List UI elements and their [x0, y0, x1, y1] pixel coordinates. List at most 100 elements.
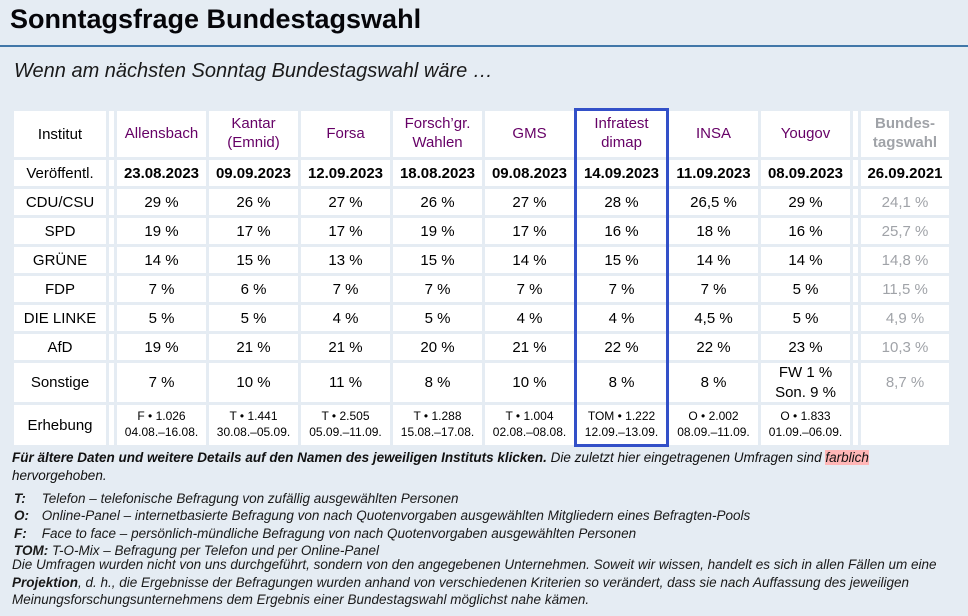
row-label-sonstige: Sonstige — [14, 363, 106, 402]
values-cell: 4 % — [301, 305, 390, 331]
legend-term: F: — [14, 525, 27, 541]
spacer-cell — [853, 334, 858, 360]
poll-question-subtitle: Wenn am nächsten Sonntag Bundestagswahl … — [14, 60, 493, 82]
spacer-cell — [109, 305, 114, 331]
btw-values-cell: 24,1 % — [861, 189, 949, 215]
values-cell: 22 % — [577, 334, 666, 360]
table-row-erhebung: Erhebung F • 1.026 04.08.–16.08. T • 1.441 3… — [14, 405, 949, 445]
row-label-spd: SPD — [14, 218, 106, 244]
spacer-cell — [853, 363, 858, 402]
values-cell: 16 % — [577, 218, 666, 244]
spacer-cell — [853, 405, 858, 445]
dates-cell: 12.09.2023 — [301, 160, 390, 186]
values-cell: 28 % — [577, 189, 666, 215]
footnote-highlight-word: farblich — [825, 450, 869, 465]
btw-values-cell: 11,5 % — [861, 276, 949, 302]
values-cell: 4 % — [577, 305, 666, 331]
values-cell: 27 % — [485, 189, 574, 215]
page-title: Sonntagsfrage Bundestagswahl — [10, 4, 422, 34]
values-cell: 21 % — [301, 334, 390, 360]
column-header-insa: INSA — [669, 111, 758, 157]
values-cell: FW 1 % Son. 9 % — [761, 363, 850, 402]
column-header-bundestagswahl: Bundes- tagswahl — [861, 111, 949, 157]
institute-link-forsa[interactable]: Forsa — [326, 124, 365, 142]
values-cell: 7 % — [301, 276, 390, 302]
erhebung-cell: O • 1.833 01.09.–06.09. — [761, 405, 850, 445]
values-cell: 19 % — [117, 218, 206, 244]
row-label-die-linke: DIE LINKE — [14, 305, 106, 331]
column-header-fgw: Forsch’gr. Wahlen — [393, 111, 482, 157]
institute-link-gms[interactable]: GMS — [512, 124, 547, 142]
values-cell: 21 % — [485, 334, 574, 360]
row-label-veroeffentl: Veröffentl. — [14, 160, 106, 186]
institute-link-kantar[interactable]: Kantar (Emnid) — [227, 115, 280, 151]
values-cell: 17 % — [301, 218, 390, 244]
btw-values-cell: 4,9 % — [861, 305, 949, 331]
table-row-die-linke: DIE LINKE 5 % 5 % 4 % 5 % 4 % 4 % 4,5 % 5 % 4,9 % — [14, 305, 949, 331]
erhebung-cell: T • 1.441 30.08.–05.09. — [209, 405, 298, 445]
values-cell: 17 % — [485, 218, 574, 244]
btw-dates-cell: 26.09.2021 — [861, 160, 949, 186]
institute-link-infratest[interactable]: Infratest dimap — [594, 115, 649, 151]
spacer-cell — [853, 111, 858, 157]
column-header-infratest: Infratest dimap — [577, 111, 666, 157]
erhebung-cell: T • 1.004 02.08.–08.08. — [485, 405, 574, 445]
table-row-cdu-csu: CDU/CSU 29 % 26 % 27 % 26 % 27 % 28 % 26,5 % 29 … — [14, 189, 949, 215]
footnote-bold-text: Für ältere Daten und weitere Details auf… — [12, 450, 547, 465]
values-cell: 6 % — [209, 276, 298, 302]
column-header-yougov: Yougov — [761, 111, 850, 157]
values-cell: 5 % — [209, 305, 298, 331]
values-cell: 26 % — [393, 189, 482, 215]
legend-term: TOM: — [14, 542, 49, 558]
institute-link-fgw[interactable]: Forsch’gr. Wahlen — [404, 115, 471, 151]
values-cell: 7 % — [117, 276, 206, 302]
institute-link-allensbach[interactable]: Allensbach — [124, 124, 199, 142]
spacer-cell — [853, 247, 858, 273]
values-cell: 5 % — [761, 305, 850, 331]
legend-item-tom: TOM: T-O-Mix – Befragung per Telefon und… — [14, 542, 958, 559]
footnote-normal-text: Die zuletzt hier eingetragenen Umfragen … — [550, 450, 822, 465]
institute-link-insa[interactable]: INSA — [695, 124, 731, 142]
values-cell: 26,5 % — [669, 189, 758, 215]
values-cell: 7 % — [117, 363, 206, 402]
table-row-veroeffentl: Veröffentl. 23.08.2023 09.09.2023 12.09.202… — [14, 160, 949, 186]
values-cell: 10 % — [485, 363, 574, 402]
institut-corner-label: Institut — [14, 111, 106, 157]
values-cell: 21 % — [209, 334, 298, 360]
disclaimer-part2: , d. h., die Ergebnisse der Befragungen … — [12, 574, 910, 608]
row-label-cdu-csu: CDU/CSU — [14, 189, 106, 215]
row-label-gruene: GRÜNE — [14, 247, 106, 273]
btw-values-cell: 14,8 % — [861, 247, 949, 273]
title-divider — [0, 45, 968, 47]
column-header-allensbach: Allensbach — [117, 111, 206, 157]
values-cell: 16 % — [761, 218, 850, 244]
table-row-spd: SPD 19 % 17 % 17 % 19 % 17 % 16 % 18 % 16 % 25,7 … — [14, 218, 949, 244]
legend-definition: Face to face – persönlich-mündliche Befr… — [41, 525, 637, 541]
dates-cell: 11.09.2023 — [669, 160, 758, 186]
spacer-cell — [853, 160, 858, 186]
values-cell: 10 % — [209, 363, 298, 402]
spacer-cell — [109, 160, 114, 186]
values-cell: 14 % — [117, 247, 206, 273]
disclaimer: Die Umfragen wurden nicht von uns durchg… — [12, 556, 960, 609]
table-header-row: Institut Allensbach Kantar (Emnid) Forsa For… — [14, 111, 949, 157]
values-cell: 20 % — [393, 334, 482, 360]
values-cell: 7 % — [393, 276, 482, 302]
institute-link-yougov[interactable]: Yougov — [780, 124, 831, 142]
spacer-cell — [853, 189, 858, 215]
values-cell: 15 % — [577, 247, 666, 273]
spacer-cell — [109, 218, 114, 244]
column-header-forsa: Forsa — [301, 111, 390, 157]
values-cell: 23 % — [761, 334, 850, 360]
spacer-cell — [853, 218, 858, 244]
legend-item-telefon: T: Telefon – telefonische Befragung von … — [14, 490, 958, 507]
erhebung-cell: O • 2.002 08.09.–11.09. — [669, 405, 758, 445]
values-cell: 4 % — [485, 305, 574, 331]
poll-table-wrap: Institut Allensbach Kantar (Emnid) Forsa For… — [11, 108, 952, 448]
spacer-cell — [109, 405, 114, 445]
spacer-cell — [853, 305, 858, 331]
disclaimer-bold-word: Projektion — [12, 574, 79, 590]
values-cell: 8 % — [577, 363, 666, 402]
column-header-gms: GMS — [485, 111, 574, 157]
table-row-afd: AfD 19 % 21 % 21 % 20 % 21 % 22 % 22 % 23 % 10,3 … — [14, 334, 949, 360]
